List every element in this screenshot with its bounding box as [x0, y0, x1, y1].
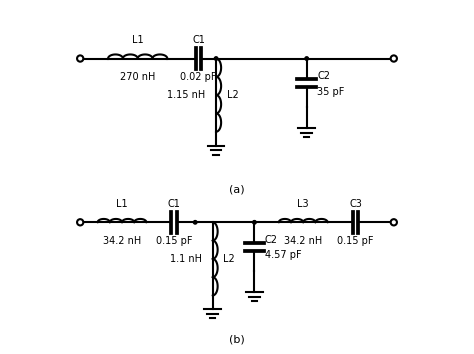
Text: 1.1 nH: 1.1 nH — [170, 254, 202, 264]
Text: C3: C3 — [349, 199, 362, 209]
Text: C2: C2 — [265, 235, 278, 245]
Text: 0.15 pF: 0.15 pF — [156, 235, 192, 246]
Text: (a): (a) — [229, 184, 245, 194]
Text: L2: L2 — [223, 254, 235, 264]
Text: L2: L2 — [227, 90, 238, 100]
Text: L1: L1 — [116, 199, 128, 209]
Text: L1: L1 — [132, 35, 144, 45]
Text: 4.57 pF: 4.57 pF — [265, 250, 301, 261]
Circle shape — [214, 57, 218, 60]
Text: 34.2 nH: 34.2 nH — [103, 235, 141, 246]
Text: (b): (b) — [229, 334, 245, 344]
Circle shape — [305, 57, 309, 60]
Text: L3: L3 — [297, 199, 309, 209]
Circle shape — [253, 221, 256, 224]
Text: 34.2 nH: 34.2 nH — [284, 235, 322, 246]
Text: C2: C2 — [317, 71, 330, 81]
Circle shape — [193, 221, 197, 224]
Text: 35 pF: 35 pF — [317, 87, 345, 97]
Text: C1: C1 — [168, 199, 181, 209]
Text: 0.02 pF: 0.02 pF — [181, 73, 217, 82]
Text: 270 nH: 270 nH — [120, 73, 155, 82]
Text: 0.15 pF: 0.15 pF — [337, 235, 374, 246]
Text: C1: C1 — [192, 35, 205, 45]
Text: 1.15 nH: 1.15 nH — [167, 90, 206, 100]
